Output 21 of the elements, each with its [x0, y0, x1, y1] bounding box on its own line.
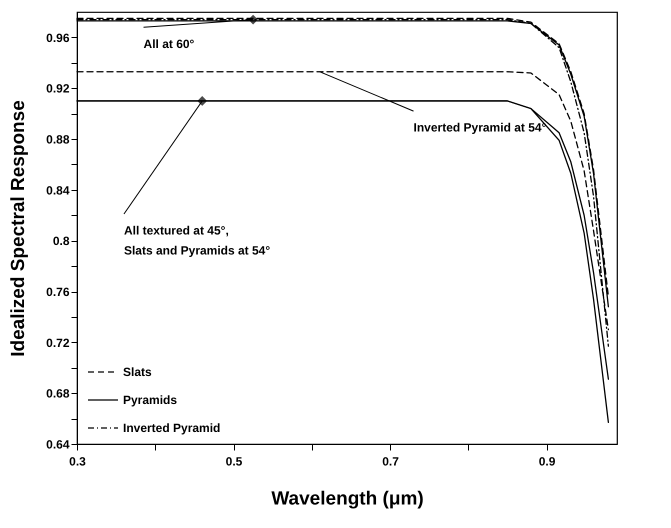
y-tick-label: 0.84: [46, 183, 70, 198]
y-tick-label: 0.72: [46, 336, 70, 350]
x-tick-label: 0.7: [382, 454, 400, 468]
x-tick-label: 0.5: [226, 454, 243, 468]
y-tick-label: 0.68: [46, 386, 70, 401]
y-tick-label: 0.92: [46, 82, 70, 96]
y-tick-label: 0.8: [52, 234, 70, 248]
x-tick-label: 0.3: [69, 454, 86, 468]
legend-label: Slats: [123, 365, 152, 379]
legend-label: Inverted Pyramid: [123, 421, 220, 435]
y-tick-label: 0.88: [46, 132, 70, 147]
x-tick-label: 0.9: [538, 454, 556, 468]
annotation: All textured at 45°, Slats and Pyramids at 54°: [124, 224, 270, 258]
y-axis-title: Idealized Spectral Response: [8, 100, 30, 357]
x-axis-title: Wavelength (μm): [271, 488, 424, 510]
legend-label: Pyramids: [123, 393, 178, 407]
y-tick-label: 0.96: [46, 30, 70, 45]
annotation: Inverted Pyramid at 54°: [414, 120, 547, 135]
y-tick-label: 0.64: [46, 438, 70, 452]
annotation: All at 60°: [144, 36, 195, 51]
y-tick-label: 0.76: [46, 285, 70, 300]
